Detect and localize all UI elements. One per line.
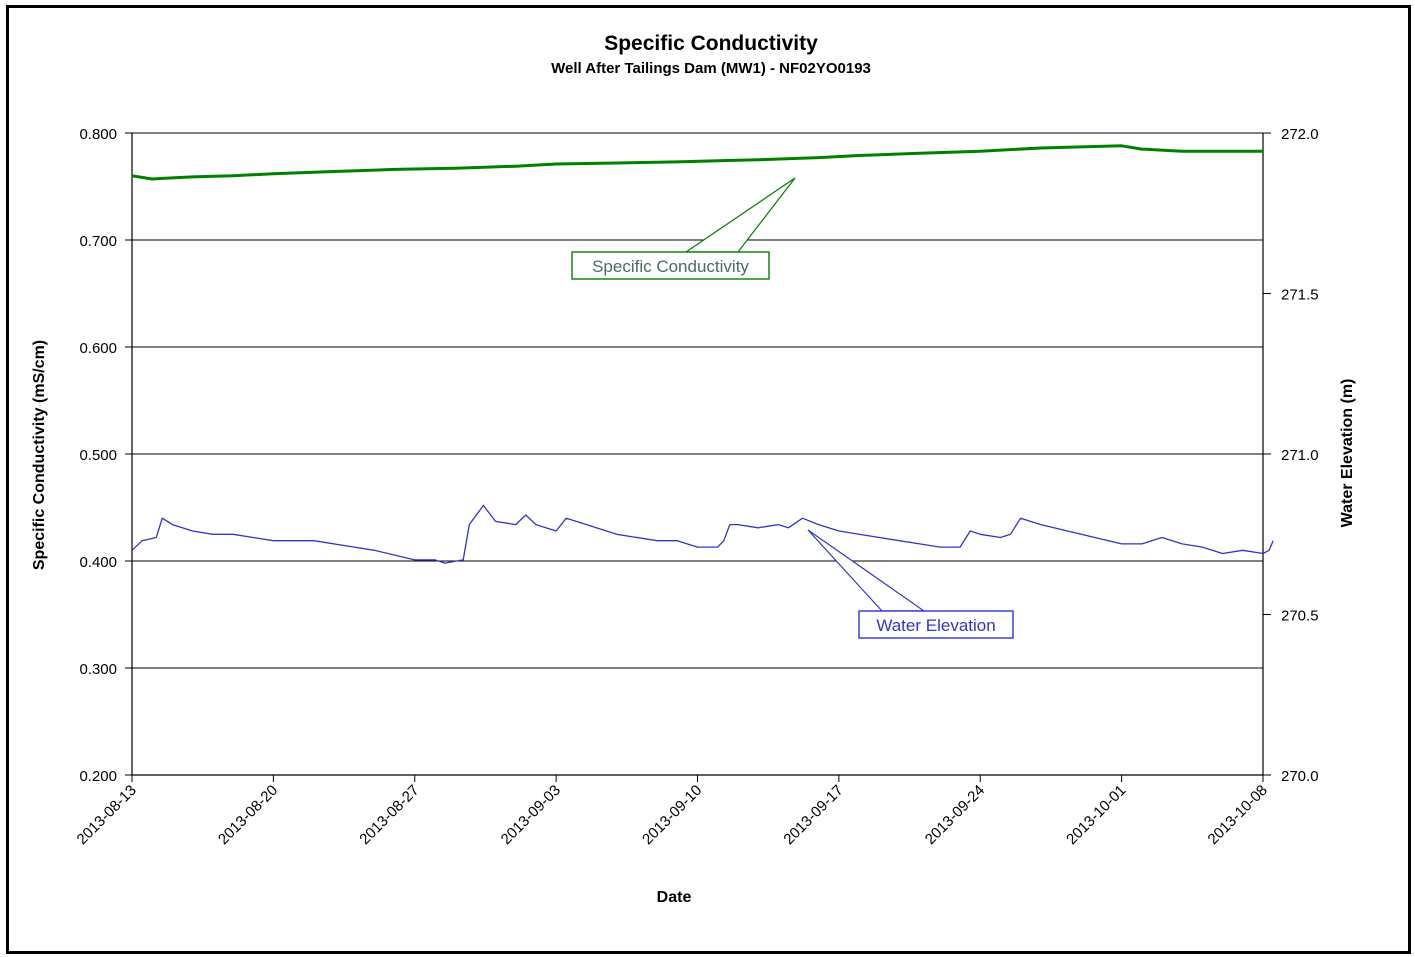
x-tick-label: 2013-09-17 <box>780 782 846 848</box>
left-axis-ticks: 0.200 0.300 0.400 0.500 0.600 0.700 0.800 <box>79 126 132 785</box>
x-tick-label: 2013-08-27 <box>356 782 422 848</box>
callout-box <box>858 610 1014 639</box>
callouts: Specific Conductivity Water Elevation <box>571 177 1014 639</box>
right-tick-label: 272.0 <box>1281 126 1319 143</box>
right-axis-ticks: 270.0 270.5 271.0 271.5 272.0 <box>1263 126 1319 785</box>
x-tick-label: 2013-08-20 <box>215 782 281 848</box>
x-tick-label: 2013-10-08 <box>1205 782 1271 848</box>
grid-lines <box>132 132 1263 669</box>
left-tick-label: 0.800 <box>79 126 117 143</box>
left-axis-label: Specific Conductivity (mS/cm) <box>31 340 48 570</box>
callout-box <box>571 251 770 280</box>
right-tick-label: 271.0 <box>1281 447 1319 464</box>
x-tick-label: 2013-08-13 <box>74 782 140 848</box>
right-axis-label: Water Elevation (m) <box>1339 379 1356 528</box>
x-axis-label: Date <box>657 889 692 906</box>
series-line-water-elevation <box>131 504 1274 564</box>
x-tick-label: 2013-09-03 <box>498 782 564 848</box>
x-tick-label: 2013-09-24 <box>922 782 988 848</box>
callout-specific-conductivity: Specific Conductivity <box>571 177 796 280</box>
callout-label: Specific Conductivity <box>592 257 749 276</box>
right-tick-label: 270.0 <box>1281 768 1319 785</box>
chart-title: Specific Conductivity <box>604 32 818 55</box>
right-tick-label: 270.5 <box>1281 608 1319 625</box>
left-tick-label: 0.700 <box>79 233 117 250</box>
x-axis-ticks: 2013-08-13 2013-08-20 2013-08-27 2013-09-03… <box>74 775 1271 848</box>
left-tick-label: 0.400 <box>79 554 117 571</box>
callout-water-elevation: Water Elevation <box>807 529 1014 639</box>
series-line-specific-conductivity <box>131 144 1263 181</box>
left-tick-label: 0.300 <box>79 661 117 678</box>
chart-subtitle: Well After Tailings Dam (MW1) - NF02YO01… <box>551 60 871 77</box>
right-tick-label: 271.5 <box>1281 287 1319 304</box>
callout-pointer <box>684 177 796 253</box>
series-layer <box>131 144 1274 564</box>
callout-label: Water Elevation <box>876 616 995 635</box>
left-tick-label: 0.600 <box>79 340 117 357</box>
left-tick-label: 0.200 <box>79 768 117 785</box>
chart-frame <box>6 5 1411 954</box>
left-tick-label: 0.500 <box>79 447 117 464</box>
x-tick-label: 2013-10-01 <box>1063 782 1129 848</box>
x-tick-label: 2013-09-10 <box>639 782 705 848</box>
